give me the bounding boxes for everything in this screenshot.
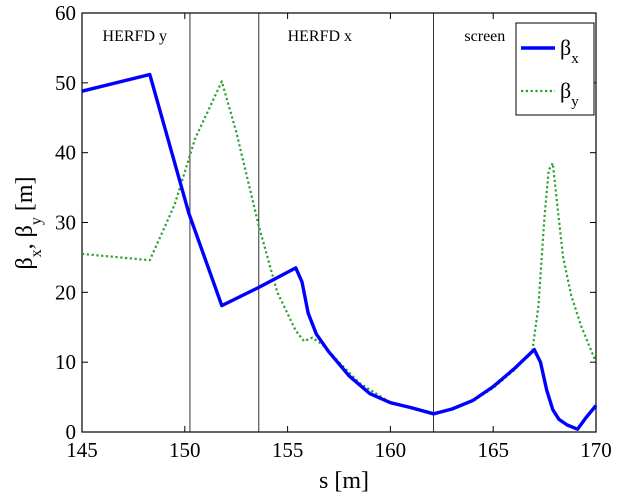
plot-area: HERFD y HERFD x screen [81, 12, 598, 433]
legend-box [515, 22, 595, 116]
region-marker-lines [189, 13, 434, 432]
y-axis-label: βx, βy [m] [12, 176, 45, 269]
region-label-2: screen [464, 28, 505, 45]
y-axis-label-beta1: β [12, 257, 38, 269]
y-axis: 0 10 20 30 40 50 60 [55, 1, 596, 444]
legend-label-beta-x: βx [560, 35, 579, 67]
y-axis-label-sub-y: y [28, 217, 45, 225]
y-tick-label-0: 0 [66, 420, 77, 444]
x-tick-label-5: 170 [580, 438, 612, 462]
legend: βx βy [515, 22, 595, 116]
y-axis-label-sub-x: x [28, 249, 45, 257]
y-tick-label-1: 10 [55, 350, 76, 374]
x-tick-label-4: 165 [477, 438, 509, 462]
x-tick-label-2: 155 [272, 438, 304, 462]
x-axis-label: s [m] [319, 468, 369, 494]
series-line-beta-x [81, 72, 598, 431]
region-labels: HERFD y HERFD x screen [103, 28, 506, 45]
x-axis: 145 150 155 160 165 170 [66, 13, 612, 462]
x-tick-label-0: 145 [66, 438, 98, 462]
legend-label-beta-y: βy [560, 78, 579, 110]
y-axis-label-sep: , β [12, 225, 38, 249]
x-tick-label-3: 160 [375, 438, 407, 462]
region-label-0: HERFD y [103, 28, 167, 45]
y-tick-label-2: 20 [55, 280, 76, 304]
y-tick-label-4: 40 [55, 141, 76, 165]
x-tick-label-1: 150 [169, 438, 201, 462]
y-axis-label-unit: [m] [12, 176, 38, 217]
y-tick-label-5: 50 [55, 71, 76, 95]
y-tick-label-6: 60 [55, 1, 76, 25]
y-tick-label-3: 30 [55, 211, 76, 235]
series-layer [81, 72, 598, 431]
region-label-1: HERFD x [288, 28, 352, 45]
